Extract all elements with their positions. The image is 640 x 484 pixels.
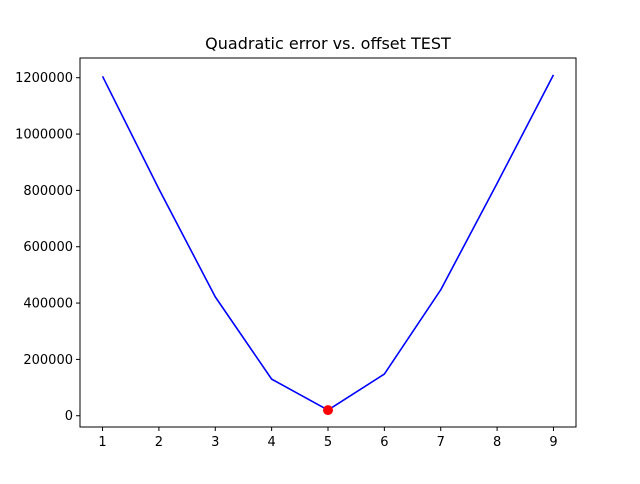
x-tick-label: 5 (324, 435, 332, 450)
x-tick-label: 6 (380, 435, 388, 450)
series-line (101, 74, 555, 411)
y-tick-label: 200000 (23, 353, 73, 368)
y-tick-label: 400000 (23, 297, 73, 312)
y-tick-label: 1000000 (15, 128, 73, 143)
x-tick-label: 9 (549, 435, 557, 450)
y-tick-label: 1200000 (15, 71, 73, 86)
x-tick-label: 8 (493, 435, 501, 450)
x-tick-label: 3 (211, 435, 219, 450)
x-tick-label: 2 (155, 435, 163, 450)
minimum-point-marker (323, 405, 333, 416)
x-tick-label: 1 (98, 435, 106, 450)
x-tick-label: 4 (267, 435, 275, 450)
x-tick-label: 7 (437, 435, 445, 450)
y-tick-label: 600000 (23, 240, 73, 255)
y-tick-label: 0 (65, 409, 73, 424)
chart-title: Quadratic error vs. offset TEST (205, 34, 451, 53)
marker-layer (323, 405, 333, 416)
y-tick-label: 800000 (23, 184, 73, 199)
x-axis: 1 2 3 4 5 6 7 8 9 (98, 427, 558, 450)
series-layer (101, 74, 555, 411)
y-axis: 0 200000 400000 600000 800000 1000000 1200000 (15, 71, 80, 424)
plot-area-frame (79, 57, 577, 428)
